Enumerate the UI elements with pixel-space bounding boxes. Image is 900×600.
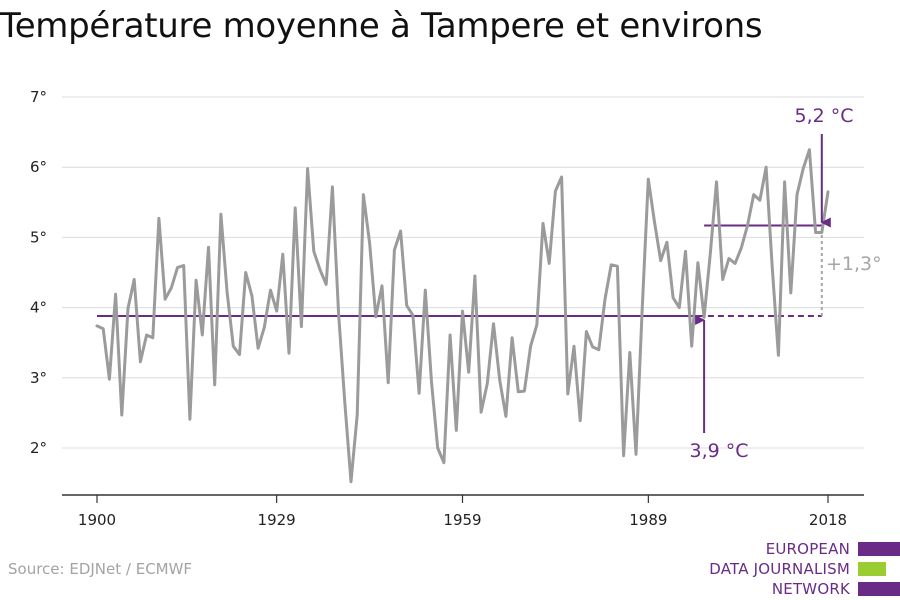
temperature-series-line xyxy=(95,148,830,484)
logo-bar-top xyxy=(858,542,900,556)
chart-title: Température moyenne à Tampere et environ… xyxy=(0,6,763,46)
x-tick-label: 2018 xyxy=(809,511,847,529)
y-tick-label: 7° xyxy=(30,88,47,106)
x-tick-label: 1959 xyxy=(443,511,481,529)
x-tick-label: 1900 xyxy=(78,511,116,529)
series xyxy=(95,148,830,484)
y-tick-label: 5° xyxy=(30,228,47,246)
logo-line-data-journalism: DATA JOURNALISM xyxy=(709,560,850,578)
reference-lines xyxy=(97,224,823,318)
edjnet-logo: EUROPEAN DATA JOURNALISM NETWORK xyxy=(680,539,900,599)
logo-line-network: NETWORK xyxy=(771,580,850,598)
source-note: Source: EDJNet / ECMWF xyxy=(8,560,193,578)
temperature-chart: 2° 3° 4° 5° 6° 7° 1900 1929 1959 1989 2018 3,9 °C… xyxy=(30,88,882,529)
difference-label: +1,3° xyxy=(826,253,882,275)
y-tick-label: 4° xyxy=(30,299,47,317)
x-tick-label: 1989 xyxy=(629,511,667,529)
baseline-value-label: 3,9 °C xyxy=(689,440,748,462)
logo-line-european: EUROPEAN xyxy=(765,540,850,558)
annotations: 3,9 °C 5,2 °C +1,3° xyxy=(689,105,881,462)
y-axis-ticks: 2° 3° 4° 5° 6° 7° xyxy=(30,88,47,457)
x-axis: 1900 1929 1959 1989 2018 xyxy=(62,494,864,529)
gridlines xyxy=(62,96,864,449)
y-tick-label: 3° xyxy=(30,369,47,387)
logo-bar-bottom xyxy=(858,582,900,596)
logo-bar-middle xyxy=(858,562,886,576)
logo-wordmark: EUROPEAN DATA JOURNALISM NETWORK xyxy=(709,539,850,599)
y-tick-label: 2° xyxy=(30,439,47,457)
x-tick-label: 1929 xyxy=(258,511,296,529)
y-tick-label: 6° xyxy=(30,158,47,176)
recent-value-label: 5,2 °C xyxy=(794,105,853,127)
